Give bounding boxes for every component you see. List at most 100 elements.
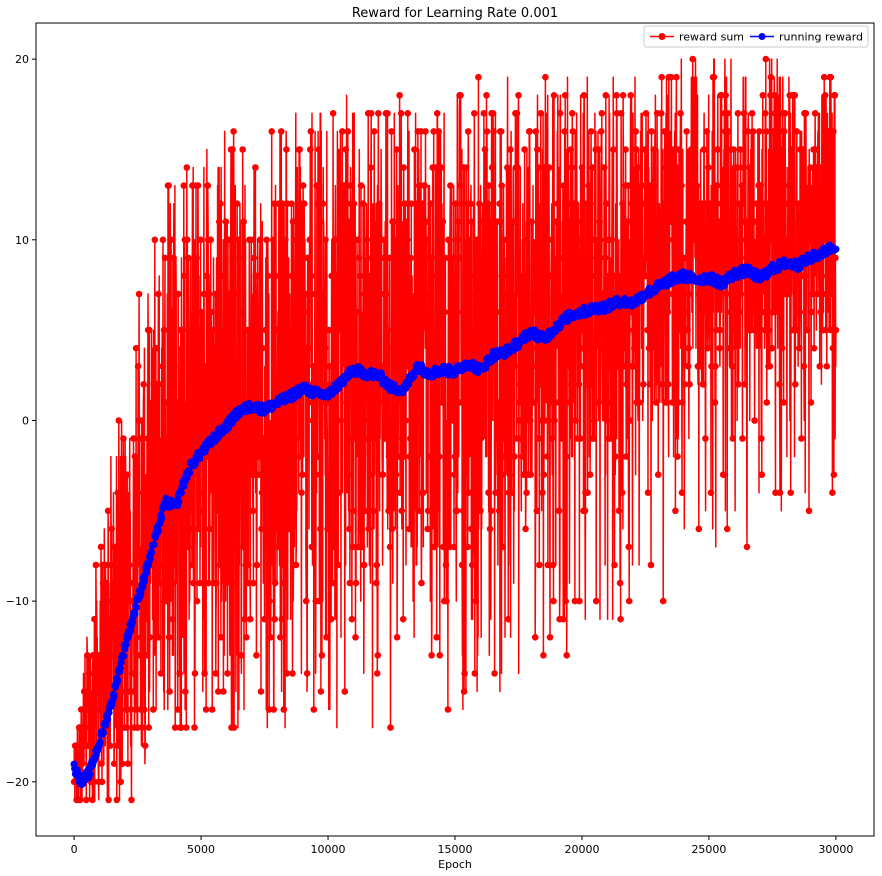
reward-sum-point xyxy=(461,670,468,677)
reward-sum-point xyxy=(547,272,555,280)
reward-sum-point xyxy=(374,652,382,659)
reward-sum-point xyxy=(568,381,575,388)
reward-sum-point xyxy=(183,164,191,171)
reward-sum-point xyxy=(213,579,220,587)
reward-sum-point xyxy=(724,110,731,117)
reward-sum-point xyxy=(84,652,91,659)
reward-sum-point xyxy=(387,471,395,479)
reward-sum-point xyxy=(208,706,216,713)
reward-sum-point xyxy=(530,290,537,298)
reward-sum-point xyxy=(799,146,807,153)
reward-sum-point xyxy=(581,326,588,334)
reward-sum-point xyxy=(486,525,494,533)
reward-sum-point xyxy=(171,724,179,731)
reward-sum-point xyxy=(544,453,551,460)
reward-sum-point xyxy=(256,417,263,424)
reward-sum-point xyxy=(298,489,305,497)
reward-sum-point xyxy=(286,417,293,424)
reward-sum-point xyxy=(307,128,315,135)
running-reward-point xyxy=(147,549,156,557)
reward-sum-point xyxy=(188,399,195,406)
reward-sum-point xyxy=(625,597,633,605)
reward-sum-point xyxy=(744,128,752,135)
reward-sum-point xyxy=(659,597,667,605)
reward-sum-point xyxy=(603,200,610,207)
reward-sum-point xyxy=(526,417,534,424)
reward-sum-point xyxy=(459,507,467,515)
reward-sum-point xyxy=(811,236,818,244)
reward-sum-point xyxy=(194,182,202,189)
reward-sum-point xyxy=(219,489,226,497)
reward-sum-point xyxy=(711,200,718,207)
reward-sum-point xyxy=(726,254,733,262)
reward-sum-point xyxy=(267,489,275,497)
reward-sum-point xyxy=(416,182,423,189)
reward-sum-point xyxy=(481,146,489,153)
reward-sum-point xyxy=(423,236,430,244)
reward-sum-point xyxy=(347,182,354,189)
reward-sum-point xyxy=(237,652,245,659)
reward-sum-point xyxy=(447,381,455,388)
reward-sum-point xyxy=(346,579,354,587)
reward-sum-point xyxy=(823,363,831,370)
reward-sum-point xyxy=(342,146,350,153)
reward-sum-point xyxy=(434,344,442,352)
x-axis-label: Epoch xyxy=(438,858,472,871)
reward-sum-point xyxy=(788,218,795,225)
reward-sum-point xyxy=(160,579,167,587)
reward-sum-point xyxy=(817,272,825,280)
reward-sum-point xyxy=(451,453,459,460)
reward-sum-point xyxy=(776,489,784,497)
reward-sum-point xyxy=(652,399,660,406)
reward-sum-point xyxy=(314,200,322,207)
reward-sum-point xyxy=(604,272,611,280)
reward-sum-point xyxy=(740,164,747,171)
reward-sum-point xyxy=(513,110,521,117)
reward-sum-point xyxy=(731,200,738,207)
reward-sum-point xyxy=(665,381,672,388)
reward-sum-point xyxy=(107,652,114,659)
reward-sum-point xyxy=(100,615,108,623)
reward-sum-point xyxy=(550,92,558,99)
reward-sum-point xyxy=(583,381,590,388)
reward-sum-point xyxy=(738,182,746,189)
reward-sum-point xyxy=(491,670,498,677)
reward-sum-point xyxy=(149,435,157,442)
reward-sum-point xyxy=(781,110,789,117)
reward-sum-point xyxy=(806,218,814,225)
reward-sum-point xyxy=(403,363,411,370)
reward-sum-point xyxy=(198,435,206,442)
reward-sum-point xyxy=(317,525,324,533)
reward-sum-point xyxy=(683,128,690,135)
reward-sum-point xyxy=(284,363,292,370)
reward-sum-point xyxy=(529,399,537,406)
reward-sum-point xyxy=(305,399,313,406)
reward-sum-point xyxy=(454,236,461,244)
reward-sum-point xyxy=(466,272,474,280)
reward-sum-point xyxy=(624,218,631,225)
reward-sum-point xyxy=(591,272,599,280)
reward-sum-point xyxy=(434,381,442,388)
reward-sum-point xyxy=(301,308,309,316)
reward-sum-point xyxy=(635,164,642,171)
reward-sum-point xyxy=(710,73,718,81)
reward-sum-point xyxy=(630,363,638,370)
reward-sum-point xyxy=(223,344,231,352)
reward-sum-point xyxy=(197,236,204,244)
reward-sum-point xyxy=(128,670,136,677)
reward-sum-point xyxy=(469,344,477,352)
reward-sum-point xyxy=(537,110,545,117)
reward-sum-point xyxy=(438,272,446,280)
x-tick-label: 20000 xyxy=(564,843,599,856)
reward-sum-point xyxy=(215,688,222,695)
reward-sum-point xyxy=(759,92,767,99)
reward-sum-point xyxy=(175,417,183,424)
running-reward-point xyxy=(96,738,104,746)
reward-sum-point xyxy=(238,471,245,479)
reward-sum-point xyxy=(622,146,629,153)
reward-sum-point xyxy=(141,742,149,749)
reward-sum-point xyxy=(560,182,567,189)
reward-sum-point xyxy=(262,543,270,551)
reward-sum-point xyxy=(800,236,807,244)
reward-sum-point xyxy=(809,290,816,298)
